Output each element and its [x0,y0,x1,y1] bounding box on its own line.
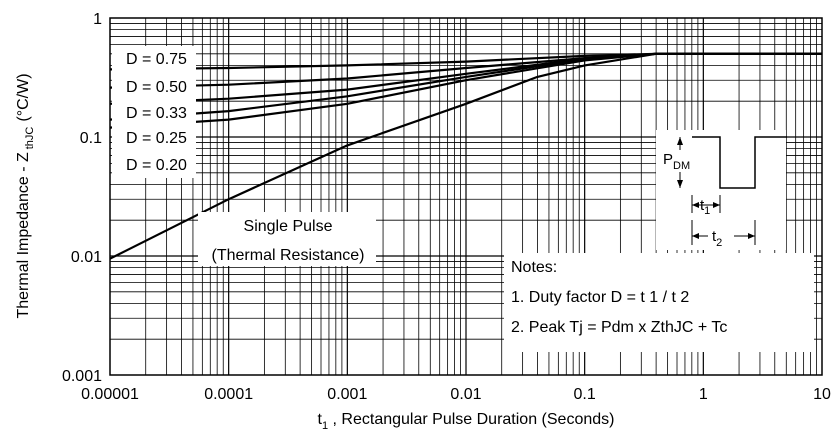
x-axis-label-rest: , Rectangular Pulse Duration (Seconds) [328,411,614,428]
pdm-label-sub: DM [673,160,690,172]
t2-label-main: t [712,228,717,245]
pulse-waveform-inset: PDM t1 t2 [656,130,787,250]
tick-labels: 0.00001 0.0001 0.001 0.01 0.1 1 10 0.001 0.01 0.1… [62,11,831,403]
t2-arrow-right [748,233,755,239]
t2-arrow-left [692,233,699,239]
x-axis-label-sub: 1 [322,420,328,432]
pdm-label-background [661,150,697,172]
legend-background [112,46,196,178]
pdm-label: PDM [663,151,690,172]
x-tick-label-4: 0.1 [574,386,596,403]
t1-arrow-left [692,202,699,208]
notes-background [504,253,814,352]
single-pulse-annotation: Single Pulse (Thermal Resistance) [198,212,376,266]
x-tick-label-0: 0.00001 [81,386,139,403]
series-lines [109,52,822,260]
note-peak-tj: 2. Peak Tj = Pdm x ZthJC + Tc [511,319,727,336]
thermal-resistance-label: (Thermal Resistance) [212,247,365,264]
y-tick-label-2: 0.1 [80,130,102,147]
legend-label-075: D = 0.75 [126,51,187,68]
t2-label-background [708,227,734,249]
x-tick-label-2: 0.001 [327,386,367,403]
plot-frame [109,17,823,376]
legend-label-050: D = 0.50 [126,79,187,96]
t2-label: t2 [712,228,722,249]
t1-label-sub: 1 [704,205,710,217]
x-tick-label-6: 10 [813,386,831,403]
y-tick-label-1: 0.01 [71,249,102,266]
x-axis-label-prefix: t [318,411,323,428]
single-pulse-label: Single Pulse [244,218,333,235]
t1-arrow-right [713,202,720,208]
y-axis-label-unit: (°C/W) [15,73,32,121]
t1-label-main: t [700,197,705,214]
y-tick-label-0: 0.001 [62,368,102,385]
note-duty-factor: 1. Duty factor D = t 1 / t 2 [511,289,689,306]
single-pulse-background [198,212,376,266]
y-tick-label-3: 1 [93,11,102,28]
notes-box: Notes: 1. Duty factor D = t 1 / t 2 2. P… [504,253,814,352]
pdm-arrow-top [677,137,683,145]
legend: D = 0.75 D = 0.50 D = 0.33 D = 0.25 D = … [112,46,196,178]
series-line-5 [109,52,822,260]
y-axis-label-main: Thermal Impedance - Z [15,152,32,319]
legend-label-020: D = 0.20 [126,157,187,174]
notes-title: Notes: [511,259,557,276]
y-axis-label: Thermal Impedance - Z thJC (°C/W) [15,73,36,318]
pdm-arrow-bottom [677,180,683,188]
x-axis-label: t1 , Rectangular Pulse Duration (Seconds… [318,411,615,432]
pdm-label-main: P [663,151,673,168]
legend-label-033: D = 0.33 [126,105,187,122]
t1-label: t1 [700,197,710,217]
x-tick-label-5: 1 [699,386,708,403]
t2-label-sub: 2 [716,237,722,249]
y-axis-label-sub: thJC [24,127,36,150]
x-tick-label-1: 0.0001 [204,386,253,403]
pulse-waveform [692,136,787,189]
x-tick-label-3: 0.01 [450,386,481,403]
legend-label-025: D = 0.25 [126,130,187,147]
